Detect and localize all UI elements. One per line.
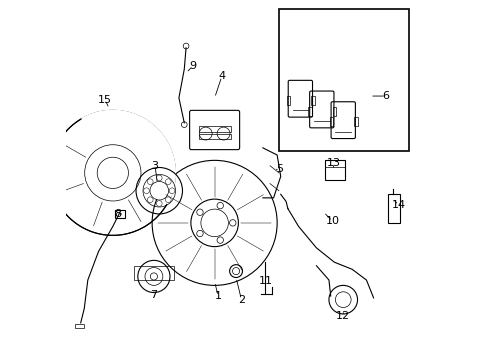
Bar: [330, 117, 333, 126]
Circle shape: [147, 197, 153, 203]
Text: 8: 8: [114, 209, 121, 219]
Bar: [354, 117, 358, 126]
Circle shape: [166, 179, 171, 185]
Text: 15: 15: [98, 95, 112, 105]
Bar: [134, 266, 173, 280]
Text: 1: 1: [215, 291, 221, 301]
Text: 5: 5: [276, 164, 284, 174]
Text: 14: 14: [392, 200, 406, 210]
Text: 10: 10: [325, 216, 340, 226]
Bar: [388, 194, 400, 223]
Bar: [311, 96, 315, 105]
Text: 11: 11: [259, 276, 273, 286]
Circle shape: [169, 188, 175, 194]
Circle shape: [156, 175, 162, 181]
Text: 4: 4: [218, 71, 225, 81]
Text: 7: 7: [150, 290, 157, 300]
Bar: [198, 126, 231, 132]
Circle shape: [144, 188, 149, 194]
Circle shape: [156, 201, 162, 206]
Bar: [115, 210, 124, 217]
Bar: [333, 107, 336, 116]
Circle shape: [166, 197, 171, 203]
Text: 13: 13: [327, 158, 341, 168]
Bar: [287, 96, 291, 105]
Text: 12: 12: [336, 311, 350, 321]
Text: 2: 2: [238, 295, 245, 305]
Bar: [325, 160, 345, 180]
Text: 3: 3: [151, 161, 158, 171]
Bar: [308, 107, 312, 116]
Wedge shape: [81, 111, 175, 204]
Bar: [279, 9, 409, 152]
Bar: [198, 134, 231, 139]
Text: 9: 9: [190, 61, 197, 71]
Circle shape: [147, 179, 153, 185]
Bar: [75, 324, 84, 328]
Text: 6: 6: [383, 91, 390, 101]
